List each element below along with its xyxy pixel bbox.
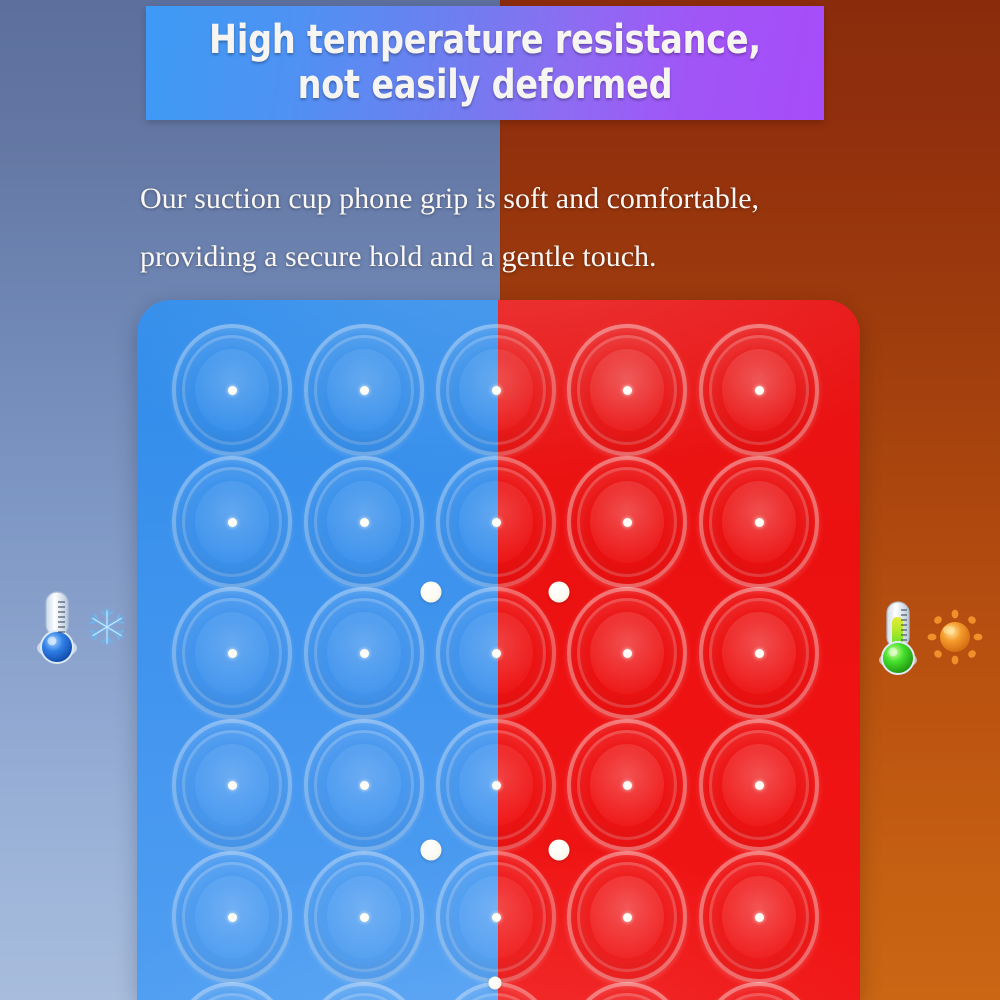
suction-cup-r5-c5	[699, 851, 819, 983]
cup-center-nub	[491, 648, 501, 658]
thermometer-cold-icon	[37, 591, 77, 664]
cup-center-nub	[754, 385, 764, 395]
suction-cup-r2-c2	[304, 456, 424, 588]
page-title: High temperature resistance, not easily …	[209, 17, 761, 108]
cup-center-nub	[754, 517, 764, 527]
mat-cold-half	[137, 300, 500, 1000]
cup-center-nub	[359, 517, 369, 527]
cup-center-nub	[622, 517, 632, 527]
suction-cup-mat	[137, 300, 860, 1000]
subtitle-text: Our suction cup phone grip is soft and c…	[140, 182, 760, 273]
suction-cup-r3-c3	[436, 587, 556, 719]
suction-cup-r1-c3	[436, 324, 556, 456]
suction-cup-r1-c4	[567, 324, 687, 456]
suction-cup-r4-c3	[436, 719, 556, 851]
suction-cup-r5-c4	[567, 851, 687, 983]
cup-center-nub	[622, 780, 632, 790]
suction-cup-r4-c1	[172, 719, 292, 851]
bead-2	[548, 581, 570, 603]
cup-center-nub	[622, 648, 632, 658]
headline-banner: High temperature resistance, not easily …	[146, 6, 824, 120]
suction-cup-r5-c3	[436, 851, 556, 983]
suction-cup-r3-c5	[699, 587, 819, 719]
suction-cup-r3-c1	[172, 587, 292, 719]
thermometer-hot-icon	[879, 601, 917, 675]
cold-indicator-group	[34, 588, 128, 666]
bead-1	[420, 581, 442, 603]
cup-center-nub	[622, 912, 632, 922]
cup-center-nub	[227, 385, 237, 395]
cup-center-nub	[359, 648, 369, 658]
bead-5	[488, 976, 502, 990]
snowflake-icon	[89, 608, 125, 646]
suction-cup-r2-c5	[699, 456, 819, 588]
bead-4	[548, 839, 570, 861]
suction-cup-r1-c5	[699, 324, 819, 456]
bead-3	[420, 839, 442, 861]
suction-cup-r1-c1	[172, 324, 292, 456]
cup-center-nub	[754, 912, 764, 922]
suction-cup-r4-c2	[304, 719, 424, 851]
suction-cup-r5-c2	[304, 851, 424, 983]
cup-center-nub	[491, 780, 501, 790]
cup-center-nub	[622, 385, 632, 395]
suction-cup-r1-c2	[304, 324, 424, 456]
suction-cup-r4-c4	[567, 719, 687, 851]
cup-center-nub	[754, 780, 764, 790]
cup-center-nub	[491, 385, 501, 395]
cup-center-nub	[491, 517, 501, 527]
cup-center-nub	[754, 648, 764, 658]
cup-center-nub	[227, 517, 237, 527]
suction-cup-r2-c1	[172, 456, 292, 588]
cup-center-nub	[359, 912, 369, 922]
suction-cup-r3-c2	[304, 587, 424, 719]
suction-cup-r5-c1	[172, 851, 292, 983]
cup-center-nub	[227, 648, 237, 658]
suction-cup-r2-c3	[436, 456, 556, 588]
cup-center-nub	[227, 912, 237, 922]
sun-icon	[927, 609, 983, 665]
suction-cup-r3-c4	[567, 587, 687, 719]
suction-cup-r2-c4	[567, 456, 687, 588]
cup-center-nub	[491, 912, 501, 922]
suction-cup-r4-c5	[699, 719, 819, 851]
cup-center-nub	[227, 780, 237, 790]
mat-hot-half	[497, 300, 860, 1000]
cup-center-nub	[359, 780, 369, 790]
hot-indicator-group	[876, 598, 984, 676]
cup-center-nub	[359, 385, 369, 395]
